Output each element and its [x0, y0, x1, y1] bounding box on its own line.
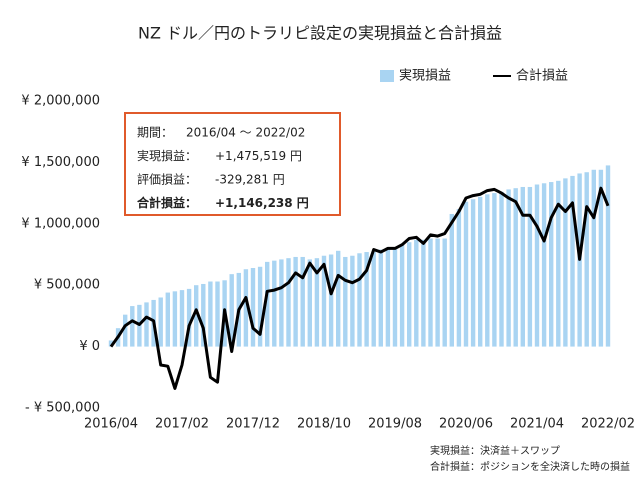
bar — [414, 239, 419, 347]
bar — [435, 238, 440, 347]
bar — [392, 247, 398, 347]
bar — [598, 169, 604, 347]
bar — [534, 184, 540, 347]
bar — [456, 209, 462, 347]
annotation-label: 評価損益： — [137, 172, 197, 187]
bar — [520, 186, 525, 347]
bar — [279, 259, 284, 347]
bar — [194, 285, 199, 347]
bar — [570, 175, 575, 347]
bar — [243, 269, 249, 347]
y-tick-label: ¥ 2,000,000 — [21, 94, 100, 109]
bar — [144, 302, 149, 347]
annotation-value: -329,281 円 — [215, 173, 285, 187]
bar — [556, 180, 561, 347]
bar — [314, 258, 320, 347]
bar — [208, 281, 213, 347]
bar — [108, 340, 114, 347]
bar — [470, 199, 476, 347]
bar — [336, 250, 341, 347]
bar — [463, 201, 469, 347]
bar — [307, 259, 312, 347]
bar — [229, 274, 234, 347]
annotation-label: 合計損益： — [137, 195, 197, 210]
y-tick-label: ¥ 500,000 — [34, 278, 100, 293]
bar — [399, 244, 405, 347]
x-tick-label: 2016/04 — [84, 417, 138, 432]
bar — [343, 256, 348, 347]
bar — [186, 288, 192, 347]
bar — [513, 188, 518, 347]
bar — [130, 306, 135, 347]
bar — [442, 238, 447, 347]
line — [109, 186, 610, 390]
bar — [591, 169, 596, 347]
bar — [506, 189, 511, 347]
annotation-value: +1,475,519 円 — [215, 149, 302, 163]
bar — [321, 255, 327, 347]
x-tick-label: 2017/02 — [155, 417, 209, 432]
bar — [250, 268, 256, 347]
bar — [215, 281, 220, 347]
bar — [371, 252, 376, 347]
bar — [563, 178, 568, 347]
bar — [123, 314, 128, 347]
legend-label: 実現損益 — [399, 68, 451, 84]
bar — [492, 193, 497, 347]
annotation-box — [124, 112, 341, 216]
legend-swatch — [380, 70, 394, 82]
bar — [407, 242, 412, 347]
bar — [158, 297, 163, 347]
bar — [421, 239, 426, 347]
note: 合計損益：ポジションを全決済した時の損益 — [430, 460, 630, 473]
bar — [549, 182, 554, 347]
x-tick-label: 2017/12 — [226, 417, 280, 432]
bar — [293, 256, 298, 347]
bar — [165, 292, 170, 347]
bar — [541, 183, 547, 347]
bar — [385, 249, 391, 347]
bar — [527, 186, 533, 347]
x-tick-label: 2020/06 — [439, 417, 493, 432]
annotation-label: 実現損益： — [137, 148, 197, 163]
bar — [201, 283, 206, 347]
bar — [584, 172, 589, 347]
annotation-value: +1,146,238 円 — [215, 196, 309, 210]
bar — [300, 256, 305, 347]
bar — [485, 194, 490, 347]
bar — [257, 266, 263, 347]
chart-title: NZ ドル／円のトラリピ設定の実現損益と合計損益 — [138, 24, 502, 43]
x-tick-label: 2021/04 — [510, 417, 564, 432]
legend-label: 合計損益 — [516, 68, 568, 84]
y-tick-label: ¥ 0 — [79, 339, 100, 354]
note: 実現損益：決済益＋スワップ — [430, 444, 560, 457]
y-tick-label: - ¥ 500,000 — [25, 401, 100, 416]
x-tick-label: 2019/08 — [368, 417, 422, 432]
annotation-label: 期間： — [137, 126, 173, 140]
x-tick-label: 2018/10 — [297, 417, 351, 432]
bar — [499, 191, 504, 347]
y-tick-label: ¥ 1,500,000 — [21, 155, 100, 170]
annotation-value: 2016/04 ～ 2022/02 — [186, 126, 305, 140]
bar — [428, 238, 433, 347]
bar — [350, 255, 355, 347]
x-tick-label: 2022/02 — [581, 417, 635, 432]
bar — [272, 260, 277, 347]
bar — [328, 254, 334, 347]
bar — [172, 291, 178, 347]
bar — [286, 258, 291, 347]
bar — [605, 165, 611, 347]
bar — [357, 253, 362, 347]
bar — [179, 290, 185, 347]
bar — [265, 261, 270, 347]
bar — [378, 249, 383, 347]
bar — [478, 196, 483, 347]
bar — [364, 252, 369, 347]
bar — [449, 213, 454, 347]
y-tick-label: ¥ 1,000,000 — [21, 216, 100, 231]
